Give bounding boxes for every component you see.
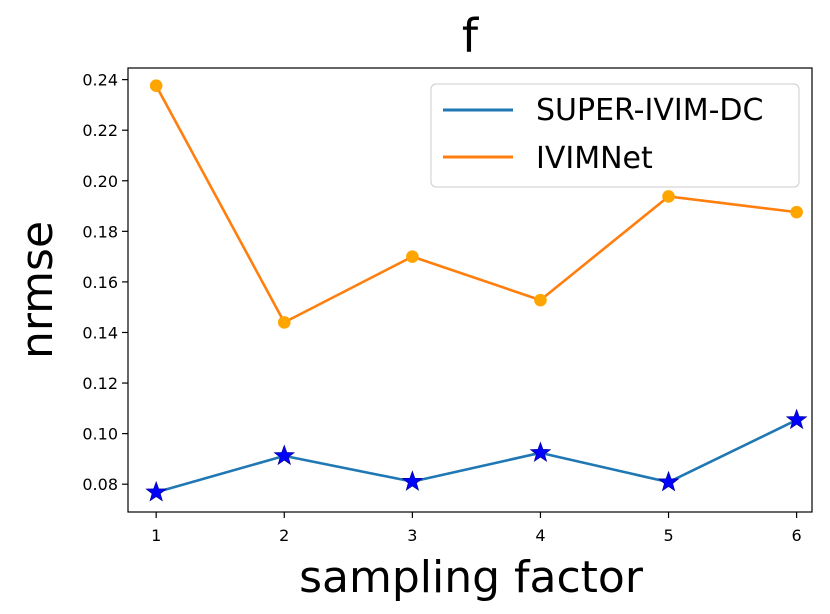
y-tick-label: 0.24 (82, 71, 118, 90)
x-tick-label: 5 (663, 526, 673, 545)
data-point-ivimnet (790, 205, 803, 219)
data-point-super-ivim-dc (145, 480, 168, 502)
y-tick-label: 0.10 (82, 425, 118, 444)
chart-title: f (462, 9, 480, 63)
x-tick-label: 6 (792, 526, 802, 545)
y-tick-label: 0.14 (82, 323, 118, 342)
series-line-super-ivim-dc (155, 418, 798, 494)
data-point-ivimnet (277, 316, 291, 329)
legend-box (430, 83, 800, 188)
y-tick-label: 0.08 (82, 475, 118, 494)
data-point-super-ivim-dc (401, 470, 424, 491)
x-axis: 1 2 3 4 5 6 (151, 512, 802, 545)
y-tick-label: 0.16 (82, 273, 118, 292)
legend-label-ivimnet: IVIMNet (536, 141, 653, 176)
x-tick-label: 2 (279, 526, 289, 545)
data-point-super-ivim-dc (785, 408, 808, 430)
data-point-super-ivim-dc (657, 470, 680, 492)
y-tick-label: 0.20 (82, 172, 118, 191)
y-tick-label: 0.12 (82, 374, 118, 393)
legend: SUPER-IVIM-DC IVIMNet (430, 83, 800, 188)
series-layer (145, 79, 808, 502)
data-point-super-ivim-dc (529, 441, 552, 463)
series-super-ivim-dc (145, 408, 808, 502)
x-tick-label: 1 (151, 526, 161, 545)
y-tick-label: 0.22 (82, 121, 118, 140)
x-axis-title: sampling factor (299, 552, 644, 603)
data-point-super-ivim-dc (273, 444, 296, 466)
data-point-ivimnet (149, 79, 163, 92)
legend-label-super-ivim-dc: SUPER-IVIM-DC (536, 93, 763, 128)
series-line-ivimnet (155, 85, 797, 324)
x-tick-label: 4 (535, 526, 545, 545)
data-point-ivimnet (662, 190, 675, 203)
data-point-ivimnet (406, 250, 419, 263)
data-point-ivimnet (534, 293, 547, 307)
plot-frame (127, 67, 813, 513)
x-tick-label: 3 (407, 526, 417, 545)
y-axis-title: nrmse (12, 221, 63, 359)
y-axis: 0.08 0.10 0.12 0.14 0.16 0.18 0.20 0.22 0.24 (82, 71, 128, 494)
series-ivimnet (149, 79, 803, 329)
y-tick-label: 0.18 (82, 222, 118, 241)
